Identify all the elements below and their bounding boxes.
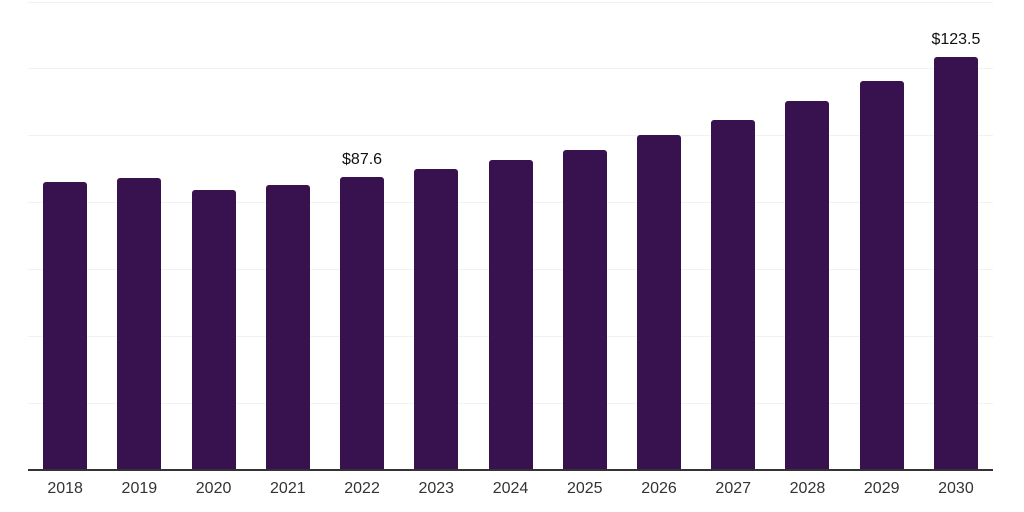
x-tick-label-2025: 2025	[566, 480, 603, 497]
x-tick-label-2026: 2026	[641, 480, 677, 497]
x-tick-label-2021: 2021	[270, 480, 306, 497]
bar-2030	[933, 57, 978, 470]
bar-2018	[43, 181, 88, 470]
bar-2026	[636, 135, 681, 470]
x-tick-label-2022: 2022	[344, 480, 380, 497]
x-tick-label-2028: 2028	[789, 480, 826, 497]
bar-column-2029	[845, 2, 919, 470]
bar-column-2028	[770, 2, 844, 470]
x-tick-label-2018: 2018	[47, 480, 83, 497]
plot-area: $87.6 $123.5	[28, 1, 993, 471]
bar-2023	[414, 168, 459, 470]
bar-2028	[785, 101, 830, 470]
gridline-140	[28, 1, 993, 3]
bar-column-2019	[102, 2, 176, 470]
bar-column-2022: $87.6	[325, 2, 399, 470]
gridline-120	[28, 68, 993, 70]
x-tick-label-2029: 2029	[863, 480, 900, 497]
bar-2027	[711, 120, 756, 470]
x-tick-label-2030: 2030	[938, 480, 974, 497]
x-axis-line	[28, 469, 993, 471]
x-tick-label-2019: 2019	[121, 480, 158, 497]
x-tick-label-2020: 2020	[195, 480, 232, 497]
bar-column-2030: $123.5	[919, 2, 993, 470]
x-tick-label-2027: 2027	[715, 480, 752, 497]
bar-2025	[562, 150, 607, 470]
bar-column-2027	[696, 2, 770, 470]
bar-column-2023	[399, 2, 473, 470]
gridline-100	[28, 135, 993, 137]
x-tick-label-2023: 2023	[418, 480, 455, 497]
bar-2021	[265, 184, 310, 470]
bar-column-2025	[548, 2, 622, 470]
bar-column-2020	[176, 2, 250, 470]
bars-container: $87.6 $123.5	[28, 2, 993, 470]
x-axis-tick-labels: 2018 2019 2020 2021 2022 2023 2024 2025 2026 2027…	[28, 479, 993, 498]
bar-2019	[117, 177, 162, 470]
bar-column-2024	[473, 2, 547, 470]
bar-2022	[340, 177, 385, 470]
x-tick-label-2024: 2024	[492, 480, 529, 497]
data-label-2022: $87.6	[342, 151, 383, 169]
bar-column-2018	[28, 2, 102, 470]
bar-2029	[859, 81, 904, 470]
bar-column-2026	[622, 2, 696, 470]
bar-2024	[488, 159, 533, 470]
bar-column-2021	[251, 2, 325, 470]
data-label-2030: $123.5	[931, 31, 981, 49]
bar-2020	[191, 189, 236, 470]
